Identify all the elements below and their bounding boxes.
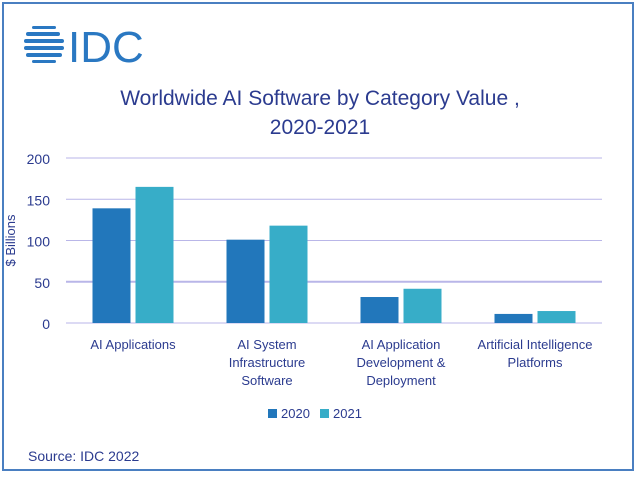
y-tick-label: 100: [27, 234, 51, 250]
x-tick-label: AI System: [237, 337, 296, 352]
logo-text: IDC: [68, 24, 144, 68]
legend-label: 2021: [333, 406, 362, 421]
bar-2021: [269, 225, 308, 323]
bar-2020: [494, 313, 533, 323]
x-tick-label: Platforms: [508, 355, 563, 370]
bar-2020: [92, 208, 131, 323]
x-tick-label: Software: [241, 373, 292, 388]
y-tick-label: 200: [27, 151, 51, 167]
bar-2021: [537, 311, 576, 323]
legend-label: 2020: [281, 406, 310, 421]
bar-2021: [135, 186, 174, 323]
source-note: Source: IDC 2022: [28, 448, 140, 464]
y-tick-label: 0: [42, 316, 50, 332]
x-tick-label: Artificial Intelligence: [478, 337, 593, 352]
x-tick-label: Deployment: [366, 373, 436, 388]
title-line-1: Worldwide AI Software by Category Value …: [120, 87, 520, 110]
chart-title: Worldwide AI Software by Category Value …: [0, 84, 640, 142]
x-tick-label: AI Applications: [90, 337, 176, 352]
y-tick-label: 50: [34, 275, 50, 291]
legend-swatch-2020: [268, 409, 277, 418]
bar-2020: [226, 239, 265, 323]
bar-2020: [360, 297, 399, 323]
x-tick-label: Development &: [357, 355, 446, 370]
y-tick-label: 150: [27, 192, 51, 208]
title-line-2: 2020-2021: [269, 116, 371, 139]
chart-frame: [2, 2, 634, 471]
idc-logo: IDC: [24, 24, 144, 68]
bar-2021: [403, 288, 442, 323]
legend-swatch-2021: [320, 409, 329, 418]
x-tick-label: AI Application: [362, 337, 441, 352]
y-axis-label: $ Billions: [3, 214, 18, 267]
x-tick-label: Infrastructure: [229, 355, 306, 370]
